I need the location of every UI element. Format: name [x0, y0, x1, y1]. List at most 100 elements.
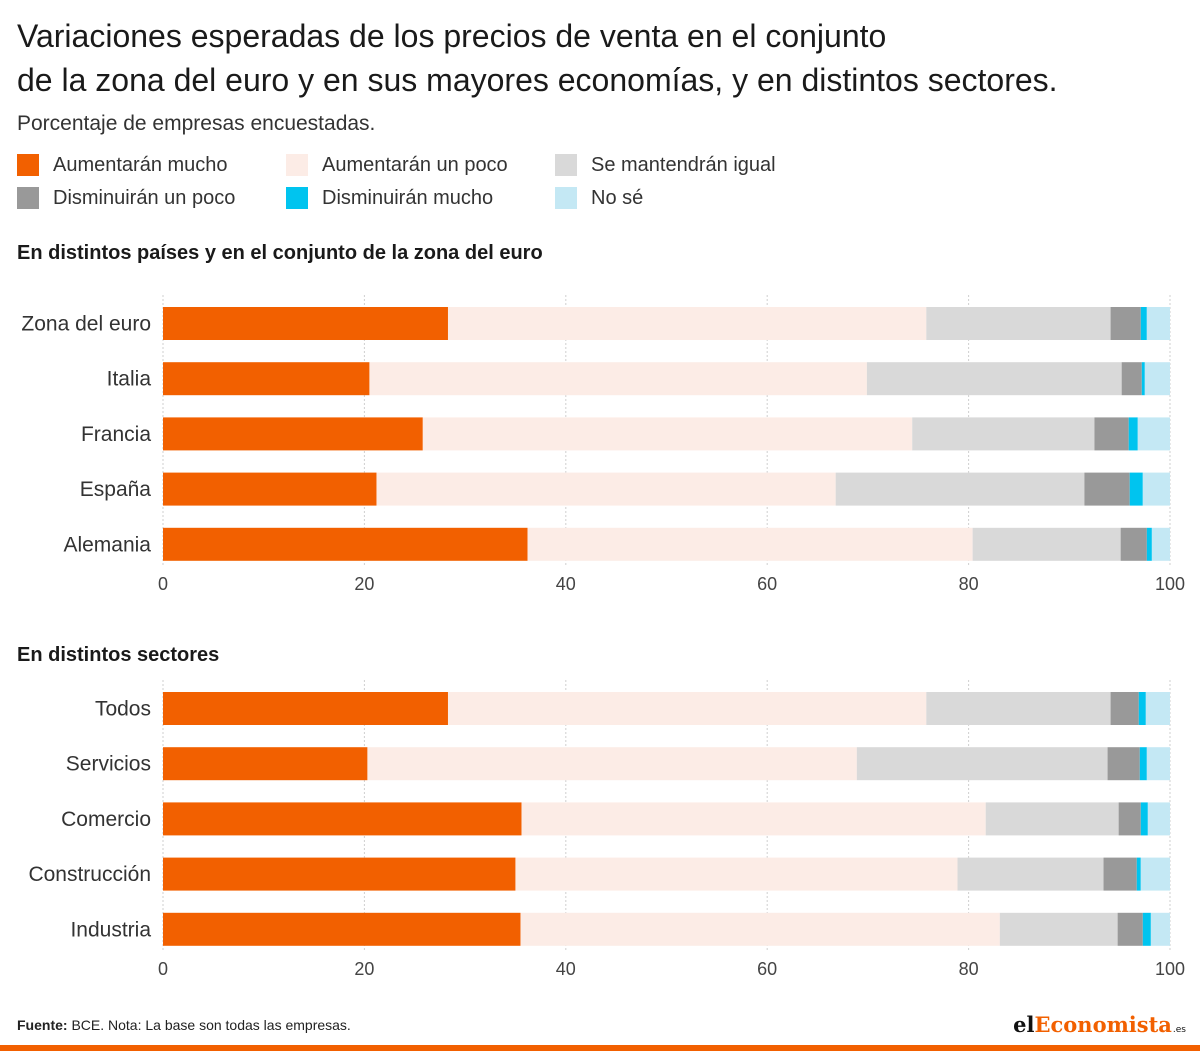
category-label-espana: España: [80, 478, 152, 501]
x-tick-label: 20: [354, 574, 374, 594]
bar-segment-francia-disminuiran-mucho: [1128, 417, 1138, 451]
bar-segment-todos-aumentaran-un-poco: [447, 692, 927, 725]
bar-segment-espana-no-se: [1142, 472, 1170, 506]
bar-segment-italia-disminuiran-mucho: [1141, 362, 1145, 396]
legend-swatch: [286, 187, 308, 209]
bar-segment-industria-se-mantendran-igual: [999, 912, 1118, 946]
brand-part1: el: [1013, 1012, 1035, 1037]
bar-segment-servicios-disminuiran-un-poco: [1107, 747, 1140, 781]
bar-segment-todos-aumentaran-mucho: [163, 692, 448, 725]
legend-swatch: [17, 154, 39, 176]
bar-segment-comercio-se-mantendran-igual: [985, 802, 1119, 836]
bar-segment-espana-disminuiran-un-poco: [1084, 472, 1130, 506]
bar-segment-alemania-se-mantendran-igual: [972, 527, 1121, 561]
bar-segment-italia-aumentaran-un-poco: [369, 362, 867, 396]
legend-item-no-se: No sé: [555, 185, 643, 211]
bar-segment-alemania-aumentaran-mucho: [163, 527, 528, 561]
bar-segment-francia-se-mantendran-igual: [912, 417, 1095, 451]
category-label-todos: Todos: [95, 698, 151, 721]
bar-segment-todos-se-mantendran-igual: [926, 692, 1111, 725]
bar-segment-servicios-aumentaran-mucho: [163, 747, 368, 781]
bar-segment-industria-no-se: [1150, 912, 1170, 946]
bar-segment-francia-no-se: [1137, 417, 1170, 451]
section-title-paises: En distintos países y en el conjunto de …: [17, 242, 543, 264]
bar-segment-construccion-disminuiran-mucho: [1136, 857, 1141, 891]
category-label-construccion: Construcción: [28, 863, 151, 886]
bar-segment-servicios-se-mantendran-igual: [856, 747, 1108, 781]
bar-segment-industria-aumentaran-un-poco: [520, 912, 1000, 946]
x-tick-label: 40: [556, 574, 576, 594]
bar-segment-italia-se-mantendran-igual: [866, 362, 1122, 396]
brand-part2: Economista: [1034, 1012, 1172, 1037]
bar-segment-construccion-aumentaran-un-poco: [515, 857, 958, 891]
footer-source: Fuente: BCE. Nota: La base son todas las…: [17, 1017, 351, 1033]
bottom-rule: [0, 1045, 1200, 1051]
bar-segment-comercio-disminuiran-mucho: [1140, 802, 1148, 836]
legend-label: Se mantendrán igual: [591, 153, 776, 176]
x-tick-label: 20: [354, 959, 374, 979]
chart-subtitle: Porcentaje de empresas encuestadas.: [17, 112, 376, 135]
legend-item-aumentaran-mucho: Aumentarán mucho: [17, 152, 228, 178]
brand-logo: el Economista .es: [1013, 1012, 1186, 1037]
legend-swatch: [555, 187, 577, 209]
bar-segment-todos-disminuiran-un-poco: [1110, 692, 1139, 725]
category-label-italia: Italia: [107, 368, 152, 391]
legend: Aumentarán mucho Aumentarán un poco Se m…: [17, 152, 917, 216]
legend-swatch: [555, 154, 577, 176]
source-text: BCE. Nota: La base son todas las empresa…: [71, 1017, 351, 1033]
bar-segment-zona-del-euro-se-mantendran-igual: [926, 307, 1111, 340]
bar-segment-servicios-disminuiran-mucho: [1139, 747, 1147, 781]
category-label-alemania: Alemania: [63, 533, 151, 556]
bar-segment-servicios-aumentaran-un-poco: [367, 747, 857, 781]
bar-segment-alemania-disminuiran-mucho: [1146, 527, 1152, 561]
legend-item-disminuiran-mucho: Disminuirán mucho: [286, 185, 493, 211]
bar-segment-comercio-aumentaran-un-poco: [521, 802, 986, 836]
x-tick-label: 60: [757, 574, 777, 594]
legend-item-se-mantendran-igual: Se mantendrán igual: [555, 152, 776, 178]
bar-segment-espana-aumentaran-mucho: [163, 472, 377, 506]
bar-segment-espana-disminuiran-mucho: [1129, 472, 1143, 506]
bar-segment-alemania-disminuiran-un-poco: [1120, 527, 1147, 561]
bar-segment-industria-disminuiran-un-poco: [1117, 912, 1143, 946]
category-label-comercio: Comercio: [61, 808, 151, 831]
bar-segment-espana-se-mantendran-igual: [835, 472, 1085, 506]
bar-segment-comercio-aumentaran-mucho: [163, 802, 522, 836]
bar-segment-francia-aumentaran-mucho: [163, 417, 423, 451]
bar-segment-zona-del-euro-disminuiran-mucho: [1140, 307, 1147, 340]
chart-title: Variaciones esperadas de los precios de …: [17, 14, 1187, 102]
legend-swatch: [286, 154, 308, 176]
bar-segment-italia-no-se: [1144, 362, 1170, 396]
brand-suffix: .es: [1172, 1025, 1186, 1035]
bar-segment-francia-aumentaran-un-poco: [422, 417, 913, 451]
legend-label: Aumentarán mucho: [53, 153, 228, 176]
chart-paises: 0 20 40 60 80 100 Zona del euro Italia Francia Es…: [21, 295, 1185, 594]
bar-segment-construccion-se-mantendran-igual: [957, 857, 1104, 891]
bar-segment-espana-aumentaran-un-poco: [376, 472, 836, 506]
x-tick-label: 80: [959, 574, 979, 594]
category-label-industria: Industria: [70, 918, 151, 941]
x-tick-label: 60: [757, 959, 777, 979]
bar-segment-todos-disminuiran-mucho: [1138, 692, 1146, 725]
bar-segment-zona-del-euro-aumentaran-mucho: [163, 307, 448, 340]
bar-segment-todos-no-se: [1145, 692, 1170, 725]
bar-segment-zona-del-euro-no-se: [1146, 307, 1170, 340]
section-title-sectores: En distintos sectores: [17, 644, 220, 666]
bar-segment-comercio-no-se: [1147, 802, 1170, 836]
bar-segment-construccion-disminuiran-un-poco: [1103, 857, 1137, 891]
bar-segment-zona-del-euro-disminuiran-un-poco: [1110, 307, 1141, 340]
legend-item-disminuiran-un-poco: Disminuirán un poco: [17, 185, 235, 211]
x-tick-label: 80: [959, 959, 979, 979]
x-tick-label: 100: [1155, 574, 1185, 594]
category-label-servicios: Servicios: [66, 753, 151, 776]
bar-segment-servicios-no-se: [1146, 747, 1170, 781]
legend-item-aumentaran-un-poco: Aumentarán un poco: [286, 152, 508, 178]
chart-title-line2: de la zona del euro y en sus mayores eco…: [17, 62, 1058, 98]
legend-swatch: [17, 187, 39, 209]
category-label-francia: Francia: [81, 423, 151, 446]
category-label-zona-del-euro: Zona del euro: [21, 313, 151, 336]
source-label: Fuente:: [17, 1017, 68, 1033]
bar-segment-construccion-no-se: [1140, 857, 1170, 891]
x-tick-label: 0: [158, 574, 168, 594]
bar-segment-industria-aumentaran-mucho: [163, 912, 521, 946]
bar-segment-italia-aumentaran-mucho: [163, 362, 370, 396]
